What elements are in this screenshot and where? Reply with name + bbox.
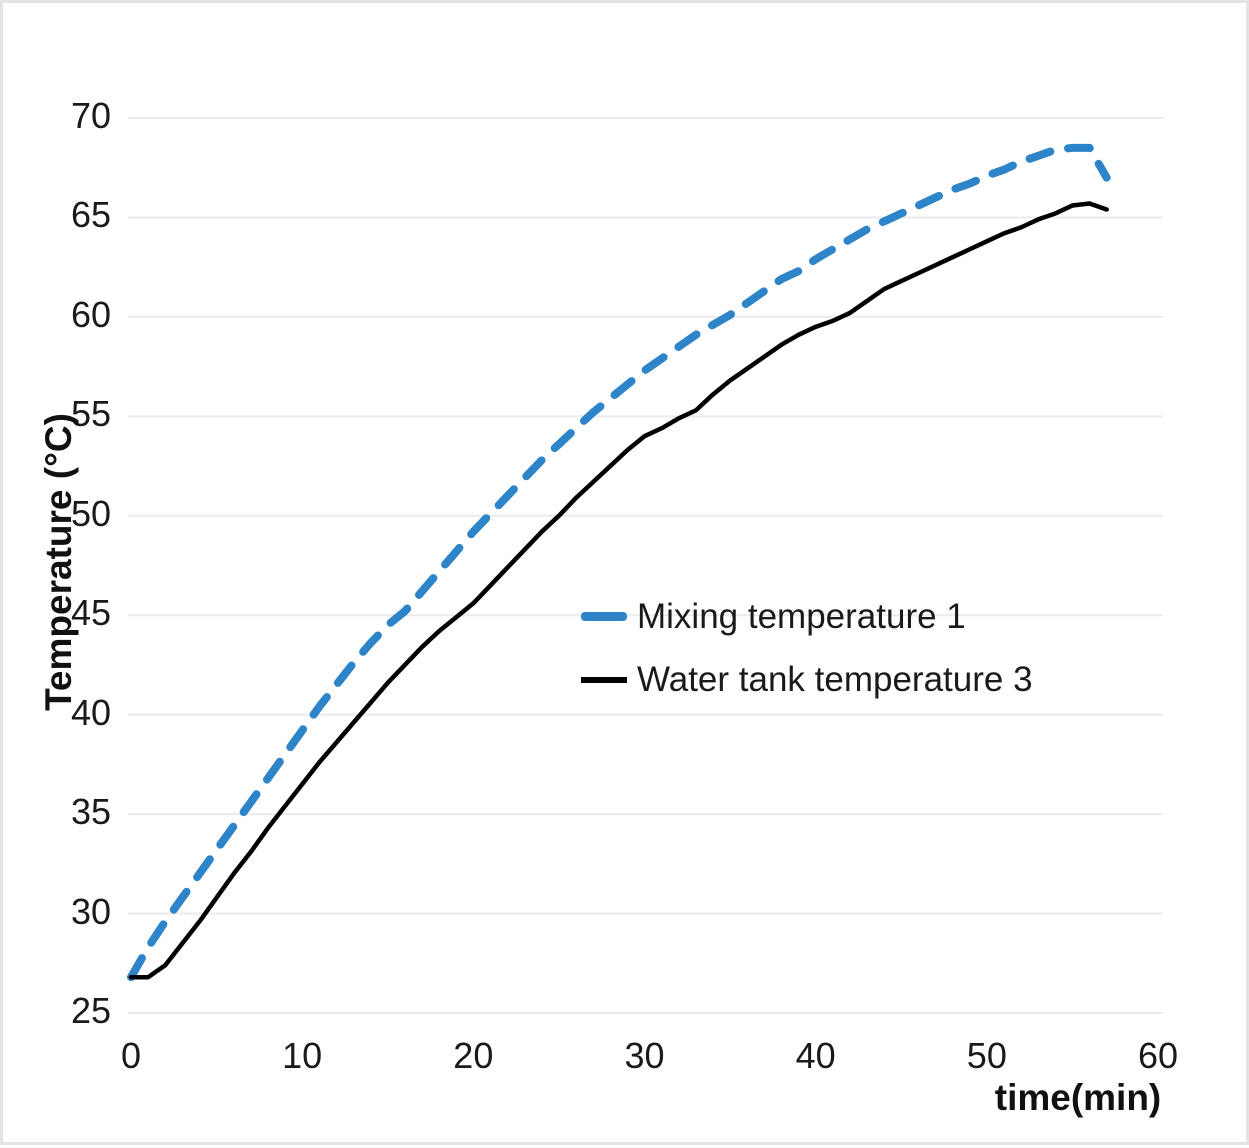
y-axis-tick-label: 25 bbox=[70, 990, 111, 1031]
legend-item-mixing-temperature-1: Mixing temperature 1 bbox=[581, 599, 966, 634]
gridlines-group bbox=[128, 117, 1163, 1014]
y-axis-tick-label: 50 bbox=[70, 492, 111, 534]
y-axis-tick-label: 65 bbox=[70, 194, 111, 236]
x-axis-tick-label: 50 bbox=[966, 1035, 1007, 1076]
y-axis-tick-label: 40 bbox=[70, 691, 111, 733]
x-axis-tick-label: 60 bbox=[1137, 1035, 1179, 1076]
line-chart-plot bbox=[127, 117, 1163, 1014]
x-axis-title: time(min) bbox=[994, 1077, 1162, 1118]
y-axis-title: Temperature (°C) bbox=[38, 413, 79, 711]
series-line-0 bbox=[127, 143, 1111, 982]
series-group bbox=[127, 143, 1111, 982]
y-axis-tick-label: 55 bbox=[70, 393, 111, 435]
x-axis-tick-label: 30 bbox=[624, 1035, 665, 1076]
y-axis-tick-label: 45 bbox=[70, 592, 111, 634]
x-axis-tick-label: 0 bbox=[120, 1035, 142, 1076]
legend-item-water-tank-temperature-3: Water tank temperature 3 bbox=[581, 662, 1033, 697]
y-axis-tick-label: 60 bbox=[70, 293, 111, 335]
legend-label-1: Water tank temperature 3 bbox=[637, 660, 1033, 699]
y-axis-tick-label: 70 bbox=[70, 95, 111, 136]
legend-swatch-dashed-icon bbox=[581, 612, 627, 621]
series-line-1 bbox=[128, 201, 1109, 980]
x-axis-tick-label: 10 bbox=[282, 1035, 323, 1076]
x-axis-tick-label: 40 bbox=[795, 1035, 836, 1076]
y-axis-tick-label: 35 bbox=[70, 791, 111, 833]
legend-label-0: Mixing temperature 1 bbox=[637, 597, 966, 636]
legend-swatch-solid-icon bbox=[581, 676, 627, 683]
y-axis-tick-label: 30 bbox=[70, 890, 111, 932]
x-axis-tick-label: 20 bbox=[453, 1035, 494, 1076]
